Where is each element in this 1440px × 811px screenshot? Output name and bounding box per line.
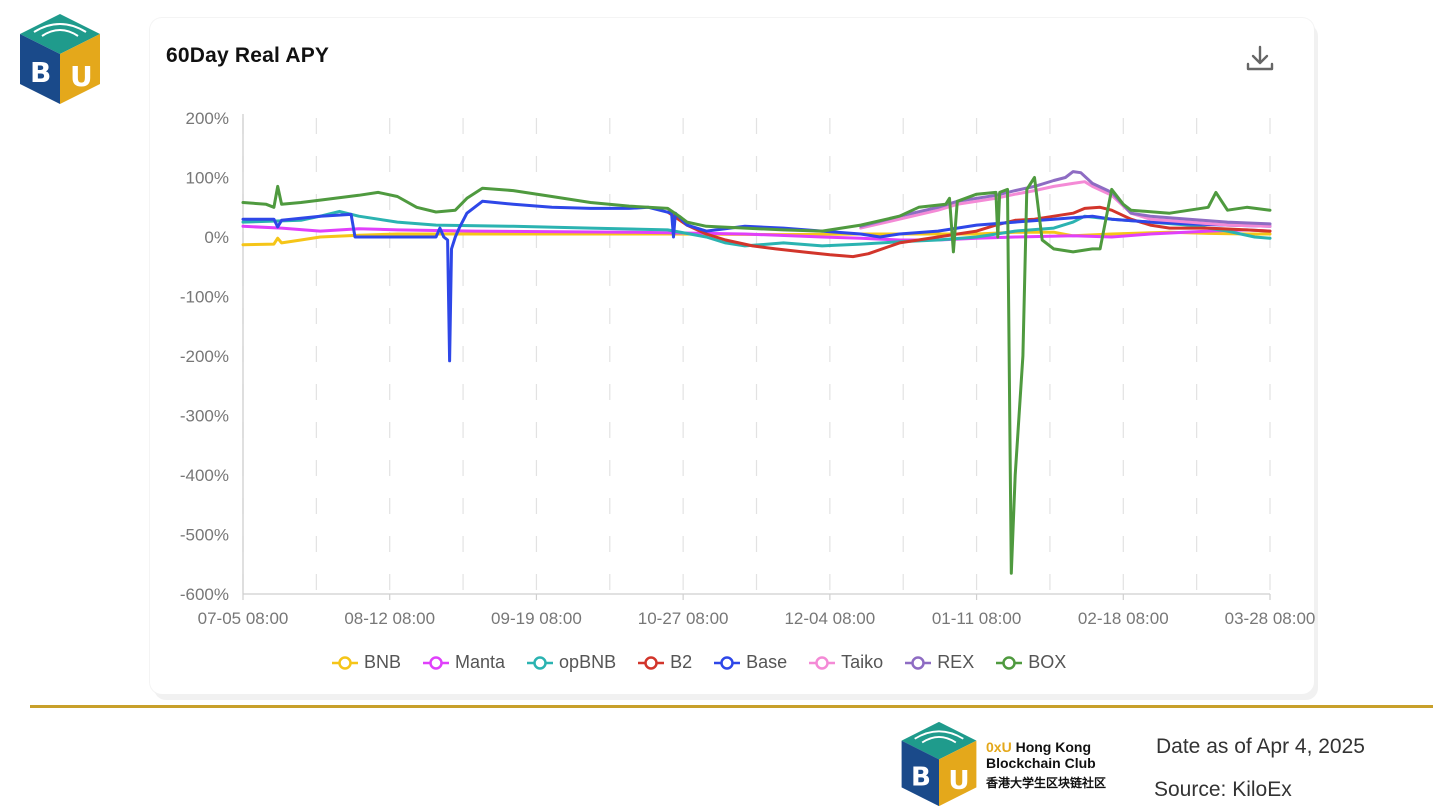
legend-item-bnb[interactable]: BNB xyxy=(332,652,401,673)
series-line-manta xyxy=(241,224,1272,242)
club-name: 0xU Hong Kong Blockchain Club xyxy=(986,739,1096,771)
chart-title: 60Day Real APY xyxy=(166,44,330,67)
x-tick-label: 08-12 08:00 xyxy=(344,609,435,628)
y-tick-label: 200% xyxy=(186,109,229,128)
x-tick-label: 02-18 08:00 xyxy=(1078,609,1169,628)
svg-text:U: U xyxy=(70,60,93,93)
legend-item-b2[interactable]: B2 xyxy=(638,652,692,673)
legend-marker-icon xyxy=(527,655,554,670)
y-tick-label: -400% xyxy=(180,466,229,485)
y-tick-label: 0% xyxy=(204,228,229,247)
y-tick-label: -200% xyxy=(180,347,229,366)
svg-text:U: U xyxy=(948,766,969,796)
x-tick-label: 09-19 08:00 xyxy=(491,609,582,628)
legend-item-opbnb[interactable]: opBNB xyxy=(527,652,616,673)
x-tick-label: 07-05 08:00 xyxy=(198,609,289,628)
legend-item-taiko[interactable]: Taiko xyxy=(809,652,883,673)
club-logo-small-icon: B U xyxy=(901,721,977,807)
legend-marker-icon xyxy=(423,655,450,670)
legend-label: Taiko xyxy=(841,652,884,672)
legend-label: BOX xyxy=(1028,652,1067,672)
x-tick-label: 03-28 08:00 xyxy=(1225,609,1316,628)
legend-label: BNB xyxy=(364,652,402,672)
legend-marker-icon xyxy=(905,655,932,670)
x-tick-label: 01-11 08:00 xyxy=(932,609,1021,628)
series-line-taiko xyxy=(859,180,1272,230)
legend-item-base[interactable]: Base xyxy=(714,652,787,673)
y-tick-label: -100% xyxy=(180,288,229,307)
series-line-base xyxy=(241,199,1272,363)
svg-text:B: B xyxy=(911,763,931,793)
legend-item-manta[interactable]: Manta xyxy=(423,652,505,673)
x-tick-label: 12-04 08:00 xyxy=(784,609,875,628)
legend-label: opBNB xyxy=(559,652,617,672)
chart-card xyxy=(150,18,1314,694)
club-name-line1: Hong Kong xyxy=(1011,739,1091,755)
club-name-accent: 0xU xyxy=(986,739,1012,755)
y-tick-label: 100% xyxy=(186,169,229,188)
y-tick-label: -500% xyxy=(180,526,229,545)
legend-marker-icon xyxy=(638,655,665,670)
date-note: Date as of Apr 4, 2025 xyxy=(1156,735,1365,758)
series-line-box xyxy=(241,176,1272,575)
legend-label: Base xyxy=(746,652,788,672)
legend-item-box[interactable]: BOX xyxy=(996,652,1066,673)
legend-label: B2 xyxy=(670,652,693,672)
legend-marker-icon xyxy=(809,655,836,670)
source-note: Source: KiloEx xyxy=(1154,778,1292,801)
chart-legend: BNB Manta opBNB B2 Base Taiko REX BOX xyxy=(332,652,1066,673)
y-tick-label: -600% xyxy=(180,585,229,604)
download-icon[interactable] xyxy=(1244,42,1276,74)
footer-divider xyxy=(30,705,1433,708)
club-logo-icon: B U xyxy=(20,14,100,104)
legend-label: REX xyxy=(937,652,975,672)
club-name-chinese: 香港大学生区块链社区 xyxy=(986,776,1107,790)
legend-marker-icon xyxy=(996,655,1023,670)
y-tick-label: -300% xyxy=(180,407,229,426)
club-name-line2: Blockchain Club xyxy=(986,755,1096,771)
legend-marker-icon xyxy=(332,655,358,670)
x-tick-label: 10-27 08:00 xyxy=(638,609,729,628)
svg-text:B: B xyxy=(30,56,51,89)
legend-label: Manta xyxy=(455,652,506,672)
legend-marker-icon xyxy=(714,655,741,670)
legend-item-rex[interactable]: REX xyxy=(905,652,974,673)
